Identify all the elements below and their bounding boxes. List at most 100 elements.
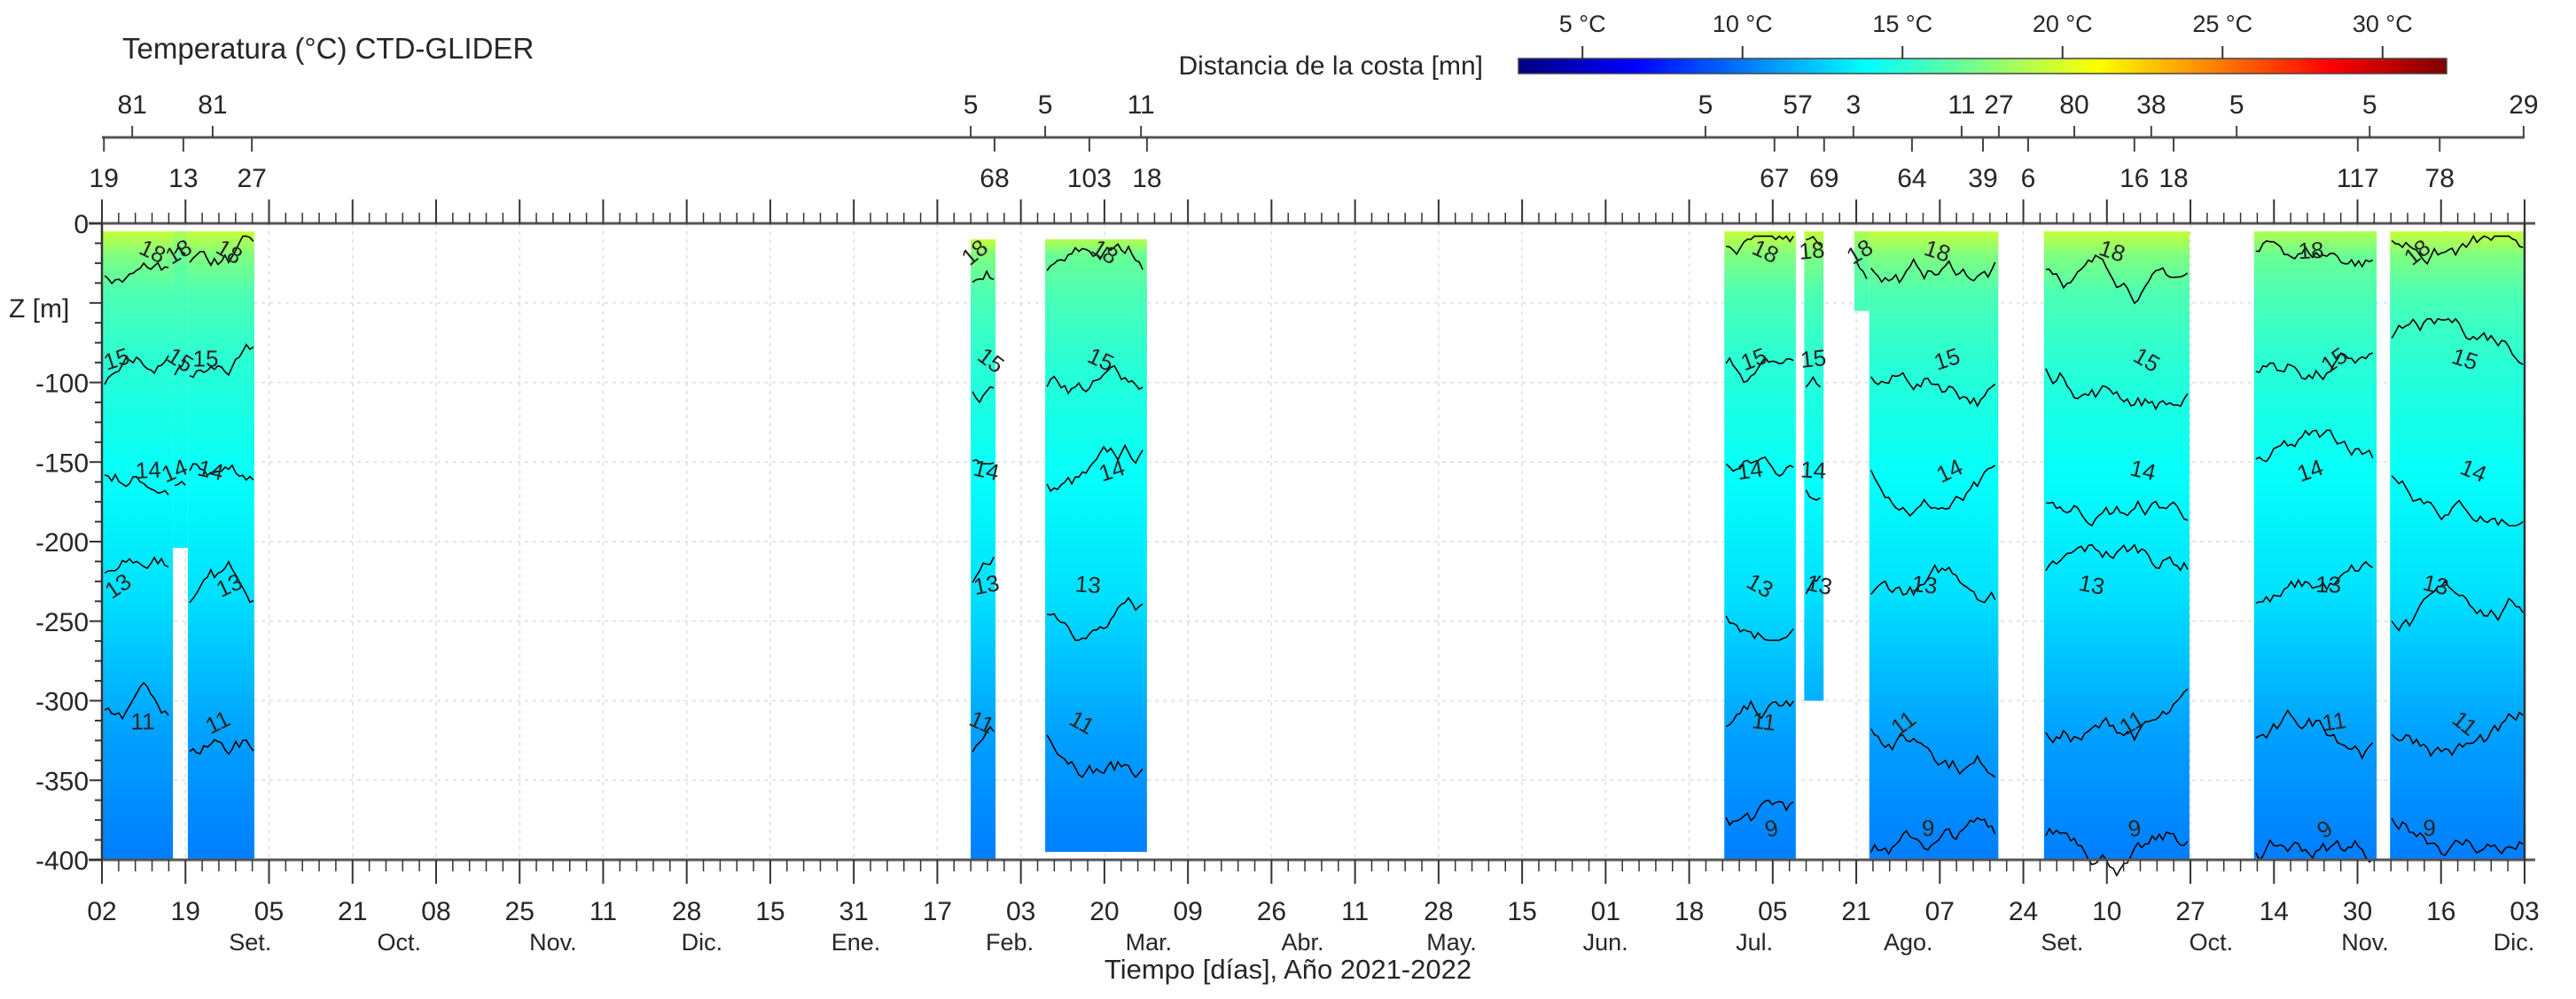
month-label: Feb. — [986, 929, 1034, 956]
distance-label-upper: 3 — [1846, 90, 1861, 120]
data-segment — [173, 230, 188, 549]
contour-line — [2045, 543, 2189, 572]
distance-label-lower: 19 — [90, 164, 119, 193]
month-label: Ago. — [1884, 929, 1933, 956]
contour-line — [972, 458, 995, 465]
data-segment — [187, 230, 254, 861]
contour-line — [189, 235, 254, 267]
x-tick-label: 15 — [1507, 897, 1536, 926]
distance-label-upper: 27 — [1984, 90, 2013, 120]
distance-label-lower: 64 — [1897, 164, 1926, 193]
distance-label-lower: 16 — [2119, 164, 2149, 193]
contour-label: 9 — [1922, 815, 1935, 841]
contour-label: 14 — [971, 455, 1002, 487]
x-tick-label: 25 — [505, 897, 535, 926]
month-label: Set. — [229, 929, 271, 956]
contour-line — [104, 556, 169, 574]
month-label: Dic. — [682, 929, 723, 956]
contour-line — [104, 472, 169, 496]
y-tick-label: -100 — [35, 370, 89, 399]
distance-label-upper: 80 — [2059, 90, 2088, 120]
contour-line — [1870, 563, 1996, 604]
contour-line — [189, 559, 254, 604]
contour-line — [1870, 728, 1996, 778]
distance-label-upper: 5 — [1698, 90, 1713, 120]
y-tick-label: 0 — [74, 210, 89, 239]
contour-label: 14 — [135, 456, 161, 483]
x-tick-label: 28 — [1424, 897, 1453, 926]
contour-label: 11 — [130, 708, 155, 735]
contour-label: 13 — [1074, 570, 1102, 598]
x-axis-label: Tiempo [días], Año 2021-2022 — [1105, 954, 1471, 985]
data-segment — [1804, 230, 1824, 701]
x-tick-label: 21 — [1841, 897, 1870, 926]
contour-line — [104, 261, 169, 285]
contour-label: 14 — [2127, 455, 2158, 487]
data-segment — [2043, 230, 2190, 861]
x-tick-label: 02 — [87, 897, 116, 926]
x-tick-label: 17 — [923, 897, 952, 926]
contour-label: 13 — [1910, 570, 1939, 599]
colorbar-tick-label: 10 °C — [1713, 11, 1773, 37]
contour-label: 15 — [193, 346, 219, 372]
contour-line — [189, 738, 254, 756]
x-tick-label: 05 — [254, 897, 284, 926]
colorbar-tick-label: 20 °C — [2033, 11, 2093, 37]
data-segment — [103, 230, 174, 861]
contour-line — [972, 269, 995, 283]
colorbar-tick-label: 15 °C — [1872, 11, 1932, 37]
x-tick-label: 11 — [589, 897, 617, 926]
y-tick-label: -250 — [35, 608, 89, 637]
contour-line — [1870, 464, 1996, 517]
contour-line — [2391, 580, 2524, 632]
y-axis-ticks: 0 -100 -150 -200 -250 -300 -350 -400 — [35, 210, 102, 876]
x-tick-label: 07 — [1925, 897, 1955, 926]
contour-line — [104, 682, 169, 721]
x-tick-label: 03 — [2510, 897, 2539, 926]
month-label: Abr. — [1281, 929, 1323, 956]
contour-line — [972, 557, 995, 583]
y-tick-label: -400 — [35, 847, 89, 876]
contour-line — [1855, 260, 1868, 280]
contour-label: 13 — [2315, 571, 2341, 598]
contour-line — [1726, 235, 1794, 255]
x-tick-label: 09 — [1173, 897, 1202, 926]
distance-label-lower: 67 — [1760, 164, 1789, 193]
x-tick-label: 11 — [1341, 897, 1369, 926]
contour-label: 13 — [2077, 569, 2107, 600]
contour-line — [1046, 443, 1144, 493]
contour-line — [2255, 839, 2374, 863]
contour-label: 9 — [2423, 815, 2435, 841]
contour-label: 13 — [2420, 569, 2451, 601]
x-tick-label: 21 — [338, 897, 367, 926]
distance-label-lower: 6 — [2021, 164, 2036, 193]
y-tick-label: -150 — [35, 449, 89, 478]
contour-line — [1805, 575, 1822, 595]
contour-line — [1725, 615, 1794, 642]
data-segment — [1724, 230, 1796, 861]
contour-label: 14 — [195, 455, 226, 487]
distance-label-upper: 5 — [2229, 90, 2244, 120]
contour-label: 18 — [1798, 236, 1825, 264]
distance-label-upper: 11 — [1128, 90, 1155, 120]
colorbar-tick-label: 5 °C — [1559, 11, 1606, 37]
contour-line — [2391, 817, 2524, 857]
contour-line — [2255, 429, 2374, 463]
contour-line — [2045, 499, 2189, 527]
contour-line — [1725, 699, 1794, 728]
distance-label-lower: 117 — [2337, 164, 2379, 193]
contour-label: 14 — [1736, 455, 1765, 485]
distance-label-lower: 39 — [1968, 164, 1997, 193]
data-segment — [2253, 230, 2377, 861]
contour-line — [189, 463, 254, 481]
month-label: May. — [1426, 929, 1477, 956]
distance-label-upper: 5 — [2362, 90, 2377, 120]
contour-line — [1725, 456, 1794, 477]
distance-label-upper: 38 — [2136, 90, 2166, 120]
contour-line — [2045, 827, 2189, 878]
colorbar-label: Distancia de la costa [mn] — [1179, 51, 1484, 81]
contour-label: 13 — [972, 569, 1002, 600]
contour-label: 18 — [2298, 237, 2324, 264]
contour-line — [189, 343, 254, 379]
x-tick-label: 19 — [171, 897, 200, 926]
